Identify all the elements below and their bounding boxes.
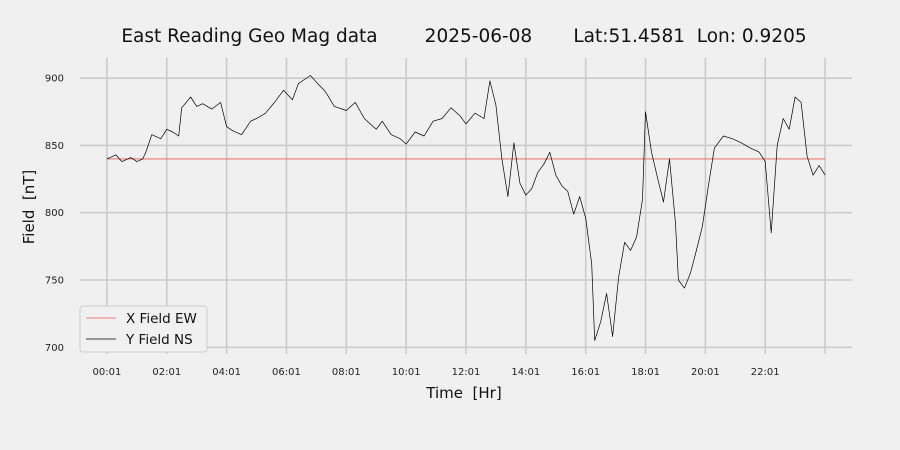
x-tick-label: 02:01 xyxy=(152,367,181,378)
x-tick-label: 16:01 xyxy=(571,367,600,378)
y-tick-label: 750 xyxy=(45,276,64,287)
series-lines xyxy=(106,75,826,341)
legend-box xyxy=(79,305,208,353)
x-axis-label: Time [Hr] xyxy=(425,384,501,402)
grid-lines xyxy=(80,58,852,354)
tick-labels: 700 750 800 850 900 00:01 02:01 04:01 06:01 08:01… xyxy=(45,74,780,378)
x-tick-label: 12:01 xyxy=(452,367,481,378)
x-tick-label: 06:01 xyxy=(272,367,301,378)
x-tick-label: 08:01 xyxy=(332,367,361,378)
x-tick-label: 22:01 xyxy=(751,367,780,378)
series-line-y-field-ns xyxy=(106,75,826,341)
y-tick-label: 900 xyxy=(45,74,64,85)
x-tick-label: 20:01 xyxy=(691,367,720,378)
x-tick-label: 10:01 xyxy=(392,367,421,378)
y-axis-label: Field [nT] xyxy=(20,170,38,245)
legend: X Field EW Y Field NS xyxy=(79,305,208,353)
y-tick-label: 850 xyxy=(45,141,64,152)
y-tick-label: 700 xyxy=(45,343,64,354)
x-tick-label: 04:01 xyxy=(212,367,241,378)
y-tick-label: 800 xyxy=(45,208,64,219)
legend-label-x-field: X Field EW xyxy=(126,311,197,327)
x-tick-label: 14:01 xyxy=(511,367,540,378)
legend-label-y-field: Y Field NS xyxy=(125,332,193,348)
chart-title: East Reading Geo Mag data 2025-06-08 Lat… xyxy=(121,26,806,47)
x-tick-label: 18:01 xyxy=(631,367,660,378)
x-tick-label: 00:01 xyxy=(93,367,122,378)
